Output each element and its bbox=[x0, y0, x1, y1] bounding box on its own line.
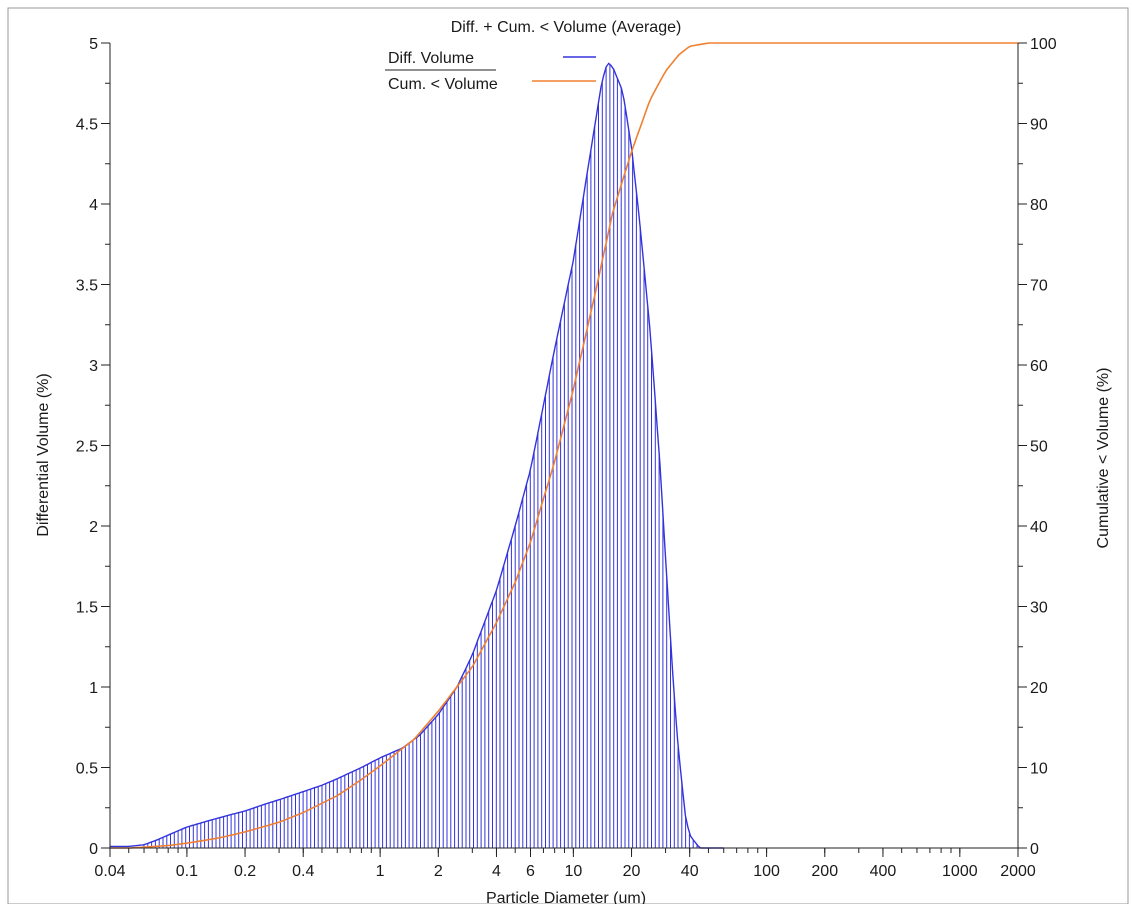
y-left-tick-label: 1 bbox=[89, 680, 98, 697]
legend: Diff. Volume Cum. < Volume bbox=[385, 50, 596, 93]
chart-title: Diff. + Cum. < Volume (Average) bbox=[451, 19, 682, 36]
y-left-tick-label: 5 bbox=[89, 36, 98, 53]
x-tick-label: 0.2 bbox=[234, 863, 256, 880]
x-tick-label: 0.4 bbox=[292, 863, 314, 880]
x-tick-label: 1000 bbox=[942, 863, 978, 880]
y-left-tick-label: 2 bbox=[89, 519, 98, 536]
y-right-tick-label: 80 bbox=[1030, 197, 1048, 214]
y-right-tick-label: 40 bbox=[1030, 519, 1048, 536]
x-tick-label: 6 bbox=[526, 863, 535, 880]
y-left-tick-label: 3.5 bbox=[76, 278, 98, 295]
y-right-tick-label: 0 bbox=[1030, 841, 1039, 858]
y-right-tick-label: 90 bbox=[1030, 117, 1048, 134]
cum-volume-curve bbox=[110, 42, 1018, 849]
y-left-tick-label: 3 bbox=[89, 358, 98, 375]
y-right-tick-label: 70 bbox=[1030, 278, 1048, 295]
x-axis-label: Particle Diameter (um) bbox=[486, 890, 646, 904]
y-left-tick-label: 1.5 bbox=[76, 600, 98, 617]
x-tick-label: 200 bbox=[811, 863, 838, 880]
x-tick-label: 100 bbox=[753, 863, 780, 880]
legend-label-cum-volume: Cum. < Volume bbox=[388, 76, 498, 93]
legend-label-diff-volume: Diff. Volume bbox=[388, 50, 474, 67]
y-left-tick-label: 2.5 bbox=[76, 439, 98, 456]
y-left-tick-label: 4.5 bbox=[76, 117, 98, 134]
x-tick-label: 2000 bbox=[1000, 863, 1036, 880]
x-tick-label: 0.04 bbox=[94, 863, 125, 880]
x-tick-label: 40 bbox=[681, 863, 699, 880]
y-axis-left-label: Differential Volume (%) bbox=[35, 373, 52, 536]
x-tick-label: 2 bbox=[434, 863, 443, 880]
x-tick-label: 10 bbox=[564, 863, 582, 880]
x-tick-label: 20 bbox=[623, 863, 641, 880]
y-right-tick-label: 10 bbox=[1030, 761, 1048, 778]
x-tick-label: 4 bbox=[492, 863, 501, 880]
y-left-tick-label: 4 bbox=[89, 197, 98, 214]
y-left-tick-label: 0 bbox=[89, 841, 98, 858]
plot-area: 00.511.522.533.544.550102030405060708090… bbox=[76, 36, 1057, 880]
x-tick-label: 0.1 bbox=[176, 863, 198, 880]
y-right-tick-label: 30 bbox=[1030, 600, 1048, 617]
y-axis-right-label: Cumulative < Volume (%) bbox=[1095, 368, 1112, 549]
x-tick-label: 1 bbox=[376, 863, 385, 880]
y-right-tick-label: 50 bbox=[1030, 439, 1048, 456]
y-right-tick-label: 20 bbox=[1030, 680, 1048, 697]
y-right-tick-label: 100 bbox=[1030, 36, 1057, 53]
y-right-tick-label: 60 bbox=[1030, 358, 1048, 375]
y-left-tick-label: 0.5 bbox=[76, 761, 98, 778]
x-tick-label: 400 bbox=[870, 863, 897, 880]
